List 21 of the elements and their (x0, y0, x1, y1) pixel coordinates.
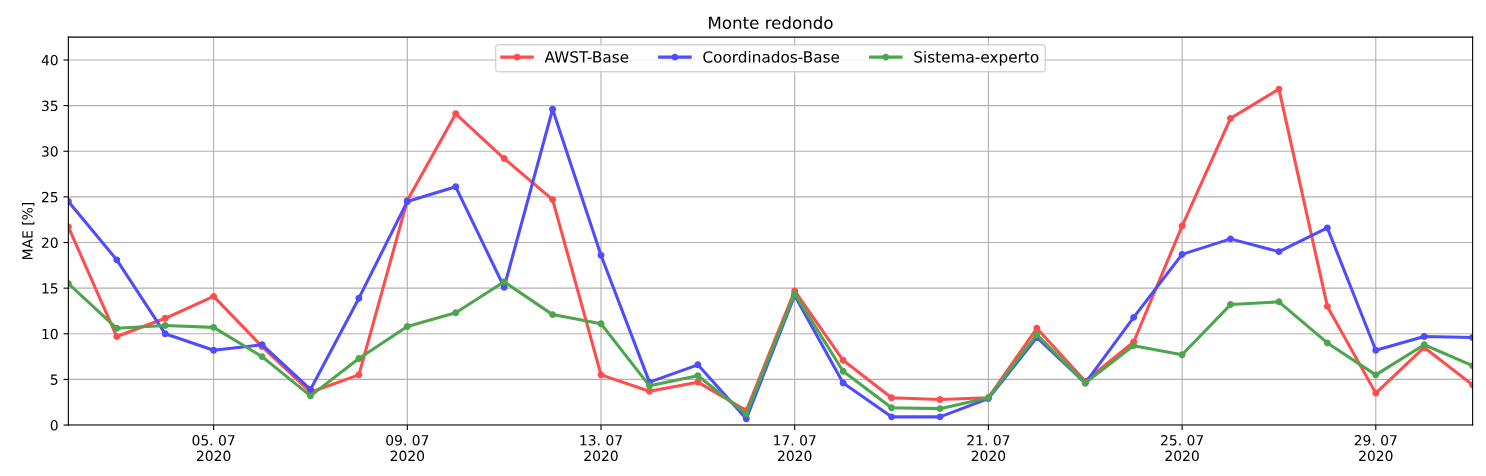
y-tick-label: 30 (42, 146, 58, 157)
y-tick-label: 35 (42, 100, 58, 112)
chart-title: Monte redondo (709, 16, 833, 30)
y-tick-label: 5 (50, 374, 58, 385)
y-tick-label: 0 (50, 420, 58, 431)
x-tick-label: 25. 07 2020 (1161, 435, 1203, 462)
x-tick-label: 09. 07 2020 (386, 435, 429, 462)
legend-label: Coordinados-Base (703, 50, 840, 63)
legend-label: AWST-Base (544, 51, 629, 63)
x-tick-label: 17. 07 2020 (774, 435, 816, 462)
x-tick-label: 05. 07 2020 (192, 435, 235, 462)
x-tick-label: 29. 07 2020 (1354, 435, 1397, 462)
y-tick-label: 40 (41, 54, 58, 66)
legend-label: Sistema-experto (914, 50, 1039, 66)
y-tick-label: 10 (42, 328, 58, 340)
y-tick-label: 20 (41, 237, 58, 248)
x-tick-label: 13. 07 2020 (580, 435, 622, 462)
y-axis-title: MAE [%] (21, 202, 35, 260)
y-tick-label: 15 (42, 283, 58, 294)
x-tick-label: 21. 07 2020 (967, 435, 1010, 462)
y-tick-label: 25 (41, 191, 58, 203)
